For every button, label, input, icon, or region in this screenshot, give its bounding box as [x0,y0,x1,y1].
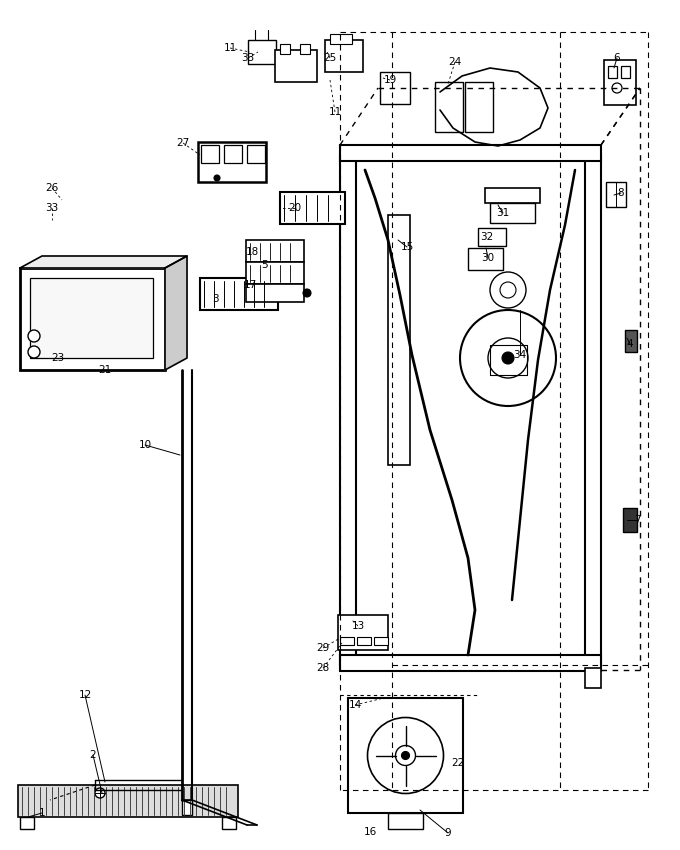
Bar [224,145,242,163]
Text: 27: 27 [176,138,190,148]
Text: 31: 31 [496,208,509,218]
Text: 33: 33 [241,53,254,63]
Circle shape [28,346,40,358]
Bar [485,188,540,203]
Text: 10: 10 [139,440,152,450]
Bar [201,145,219,163]
Bar [606,182,626,207]
Text: 5: 5 [262,260,269,270]
Text: 11: 11 [223,43,237,53]
Bar [18,785,238,817]
Bar [388,813,423,829]
Bar [20,268,165,370]
Text: 3: 3 [211,294,218,304]
Circle shape [303,289,311,297]
Bar [374,637,388,645]
Text: 25: 25 [324,53,337,63]
Bar [357,637,371,645]
Text: 4: 4 [627,339,633,349]
Bar [246,284,304,302]
Circle shape [612,83,622,93]
Circle shape [28,330,40,342]
Bar [222,817,236,829]
Text: 7: 7 [634,515,641,525]
Bar [275,50,317,82]
Text: 29: 29 [316,643,330,653]
Bar [246,240,304,262]
Text: 34: 34 [513,350,526,360]
Bar [388,215,410,465]
Text: 30: 30 [481,253,494,263]
Bar [340,655,601,671]
Bar [380,72,410,104]
Circle shape [214,175,220,181]
Text: 19: 19 [384,75,396,85]
Bar [198,142,266,182]
Bar [465,82,493,132]
Text: 13: 13 [352,621,364,631]
Bar [585,155,601,665]
Bar [435,82,463,132]
Bar [623,508,637,532]
Text: 11: 11 [328,107,341,117]
Polygon shape [165,256,187,370]
Text: 32: 32 [480,232,494,242]
Text: 28: 28 [316,663,330,673]
Text: 9: 9 [445,828,452,838]
Text: 8: 8 [617,188,624,198]
Text: 16: 16 [363,827,377,837]
Polygon shape [20,256,187,268]
Bar [490,203,535,223]
Text: 33: 33 [46,203,58,213]
Bar [280,44,290,54]
Bar [608,66,617,78]
Bar [340,145,601,161]
Bar [468,248,503,270]
Bar [246,262,304,284]
Bar [625,330,637,352]
Bar [348,698,463,813]
Text: 1: 1 [39,808,46,818]
Text: 20: 20 [288,203,301,213]
Bar [340,155,356,665]
Bar [248,40,276,64]
Bar [247,145,265,163]
Bar [585,668,601,688]
Bar [621,66,630,78]
Text: 14: 14 [348,700,362,710]
Bar [338,615,388,650]
Bar [330,34,352,44]
Text: 22: 22 [452,758,464,768]
Bar [165,306,174,320]
Text: 26: 26 [46,183,58,193]
Bar [182,800,192,815]
Text: 6: 6 [613,53,620,63]
Bar [20,817,34,829]
Bar [478,228,506,246]
Circle shape [401,751,409,760]
Bar [30,278,153,358]
Text: 2: 2 [90,750,97,760]
Text: 24: 24 [448,57,462,67]
Bar [200,278,278,310]
Circle shape [95,788,105,798]
Bar [340,637,354,645]
Bar [604,60,636,105]
Bar [300,44,310,54]
Bar [280,192,345,224]
Text: 18: 18 [245,247,258,257]
Text: 17: 17 [243,280,256,290]
Circle shape [502,352,514,364]
Bar [325,40,363,72]
Text: 15: 15 [401,242,413,252]
Text: 12: 12 [78,690,92,700]
Text: 23: 23 [52,353,65,363]
Text: 21: 21 [99,365,112,375]
